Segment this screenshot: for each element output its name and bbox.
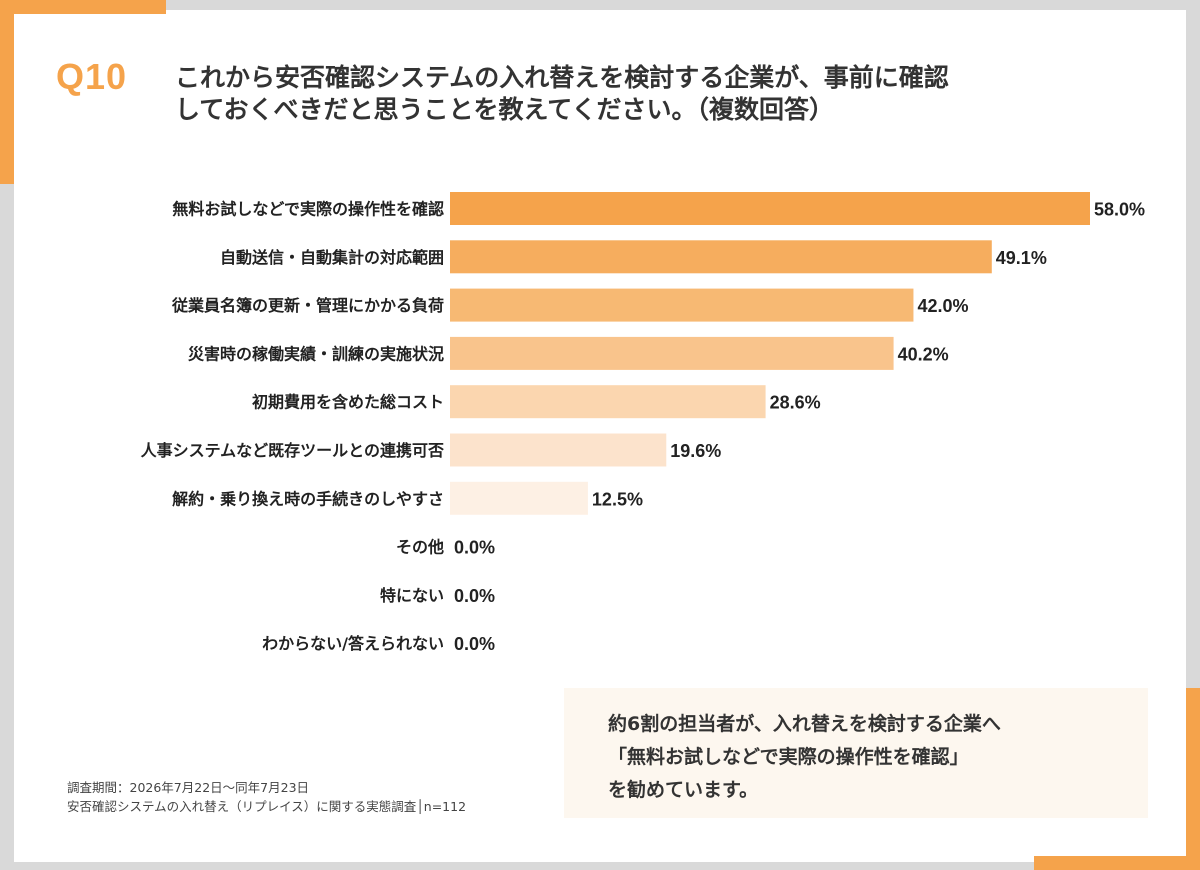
bar: [450, 385, 766, 419]
category-label: 特にない: [380, 586, 444, 605]
bar-chart: 無料お試しなどで実際の操作性を確認 58.0% 自動送信・自動集計の対応範囲 49.1…: [141, 192, 1145, 654]
comment-line2: 「無料お試しなどで実際の操作性を確認」: [608, 746, 969, 768]
category-label: 災害時の稼働実績・訓練の実施状況: [188, 344, 444, 363]
comment-box: 約6割の担当者が、入れ替えを検討する企業へ 「無料お試しなどで実際の操作性を確認…: [564, 688, 1148, 818]
comment-line1: 約6割の担当者が、入れ替えを検討する企業へ: [608, 713, 1001, 735]
category-label: 無料お試しなどで実際の操作性を確認: [172, 200, 444, 219]
footnote-period: 調査期間：2026年7月22日～同年7月23日: [67, 780, 310, 795]
category-label: 初期費用を含めた総コスト: [252, 393, 444, 412]
category-label: わからない/答えられない: [262, 634, 444, 653]
value-label: 0.0%: [454, 634, 495, 654]
category-label: 自動送信・自動集計の対応範囲: [220, 248, 444, 267]
question-title: これから安否確認システムの入れ替えを検討する企業が、事前に確認 しておくべきだと…: [175, 62, 1135, 126]
value-label: 12.5%: [592, 489, 643, 509]
corner-accent-bottom: [1034, 856, 1200, 870]
bar: [450, 336, 894, 370]
value-label: 58.0%: [1094, 200, 1145, 220]
value-label: 19.6%: [670, 441, 721, 461]
question-number: Q10: [56, 56, 128, 97]
question-title-line1: これから安否確認システムの入れ替えを検討する企業が、事前に確認: [175, 63, 949, 92]
value-label: 0.0%: [454, 586, 495, 606]
corner-accent-left: [0, 0, 14, 184]
value-label: 40.2%: [898, 344, 949, 364]
footnote-survey: 安否確認システムの入れ替え（リプレイス）に関する実態調査│n=112: [67, 799, 467, 814]
bar: [450, 433, 667, 467]
comment-text: 約6割の担当者が、入れ替えを検討する企業へ 「無料お試しなどで実際の操作性を確認…: [608, 708, 1001, 807]
survey-footnote: 調査期間：2026年7月22日～同年7月23日 安否確認システムの入れ替え（リプ…: [67, 778, 466, 816]
category-label: 従業員名簿の更新・管理にかかる負荷: [171, 296, 444, 315]
category-label: 解約・乗り換え時の手続きのしやすさ: [172, 489, 444, 508]
bar: [450, 481, 588, 515]
question-title-line2: しておくべきだと思うことを教えてください。（複数回答）: [175, 95, 835, 124]
corner-accent-right: [1186, 688, 1200, 870]
value-label: 42.0%: [917, 296, 968, 316]
bar: [450, 240, 992, 274]
corner-accent-top: [0, 0, 166, 14]
value-label: 28.6%: [770, 393, 821, 413]
category-label: 人事システムなど既存ツールとの連携可否: [141, 441, 444, 460]
value-label: 0.0%: [454, 538, 495, 558]
value-label: 49.1%: [996, 248, 1047, 268]
comment-line3: を勧めています。: [608, 779, 759, 801]
bar: [450, 192, 1090, 225]
bar: [450, 288, 914, 322]
category-label: その他: [396, 538, 444, 557]
